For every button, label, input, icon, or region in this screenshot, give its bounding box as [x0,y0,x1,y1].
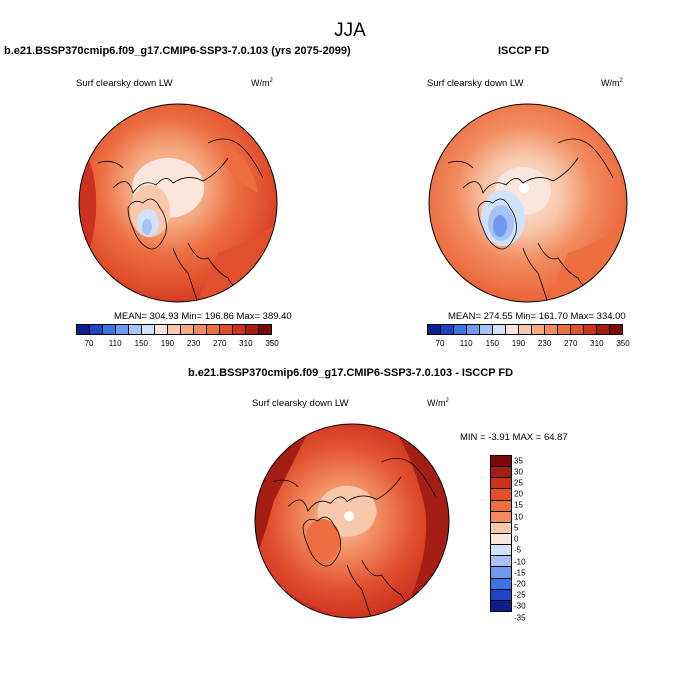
colorbar-swatch [491,545,511,557]
colorbar-tick-label: 190 [160,339,175,348]
colorbar-tick-label: -30 [514,601,526,611]
obs-units-label: W/m2 [601,78,623,88]
colorbar-swatch [454,325,467,334]
colorbar-swatch [168,325,181,334]
colorbar-tick-label: 0 [514,534,519,544]
colorbar-swatch [103,325,116,334]
colorbar-tick-label: 15 [514,500,523,510]
colorbar-swatch [597,325,610,334]
colorbar-tick-label: 310 [239,339,253,348]
colorbar-tick-label: 10 [514,512,523,522]
colorbar-swatch [610,325,622,334]
colorbar-swatch [491,467,511,479]
colorbar-swatch [558,325,571,334]
model-colorbar [76,324,272,335]
diff-stats: MIN = -3.91 MAX = 64.87 [460,432,568,443]
colorbar-swatch [428,325,441,334]
colorbar-swatch [194,325,207,334]
colorbar-swatch [491,567,511,579]
colorbar-tick-label: 110 [108,339,122,348]
colorbar-tick-label: 190 [511,339,526,348]
colorbar-tick-label: 20 [514,489,523,499]
colorbar-tick-label: -20 [514,579,526,589]
colorbar-swatch [220,325,233,334]
colorbar-swatch [491,578,511,590]
colorbar-swatch [491,500,511,512]
obs-panel-title: ISCCP FD [498,45,550,57]
model-variable-label: Surf clearsky down LW [76,78,173,89]
colorbar-swatch [491,600,511,611]
colorbar-swatch [142,325,155,334]
model-polar-map [78,103,278,303]
colorbar-swatch [506,325,519,334]
colorbar-swatch [480,325,493,334]
colorbar-swatch [491,456,511,468]
obs-stats: MEAN= 274.55 Min= 161.70 Max= 334.00 [448,311,626,322]
colorbar-tick-label: 110 [459,339,473,348]
model-stats: MEAN= 304.93 Min= 196.86 Max= 389.40 [114,311,292,322]
colorbar-tick-label: 350 [616,339,630,348]
colorbar-swatch [129,325,142,334]
colorbar-tick-label: -15 [514,568,526,578]
colorbar-swatch [491,489,511,501]
colorbar-tick-label: -35 [514,613,526,623]
colorbar-swatch [491,589,511,601]
obs-polar-map [428,103,628,303]
diff-variable-label: Surf clearsky down LW [252,398,349,409]
colorbar-tick-label: 310 [590,339,604,348]
colorbar-swatch [584,325,597,334]
colorbar-swatch [545,325,558,334]
model-units-label: W/m2 [251,78,273,88]
colorbar-tick-label: 70 [435,339,445,348]
diff-colorbar [490,455,512,612]
colorbar-tick-label: -25 [514,590,526,600]
colorbar-swatch [259,325,271,334]
colorbar-swatch [233,325,246,334]
colorbar-swatch [491,522,511,534]
colorbar-tick-label: 35 [514,456,523,466]
colorbar-swatch [491,533,511,546]
colorbar-swatch [207,325,220,334]
colorbar-swatch [519,325,532,334]
diff-polar-map [254,423,450,619]
colorbar-swatch [116,325,129,334]
colorbar-swatch [493,325,506,334]
colorbar-swatch [181,325,194,334]
colorbar-swatch [491,556,511,568]
colorbar-tick-label: 270 [213,339,227,348]
colorbar-tick-label: 30 [514,467,523,477]
obs-variable-label: Surf clearsky down LW [427,78,524,89]
colorbar-swatch [246,325,259,334]
diff-panel-title: b.e21.BSSP370cmip6.f09_g17.CMIP6-SSP3-7.… [188,367,514,379]
colorbar-swatch [77,325,90,334]
colorbar-swatch [491,478,511,490]
colorbar-swatch [467,325,480,334]
colorbar-tick-label: 5 [514,523,519,533]
colorbar-tick-label: -5 [514,545,522,555]
colorbar-tick-label: 150 [485,339,500,348]
colorbar-swatch [571,325,584,334]
diff-units-label: W/m2 [427,398,449,408]
model-panel-title: b.e21.BSSP370cmip6.f09_g17.CMIP6-SSP3-7.… [4,45,351,57]
colorbar-tick-label: 350 [265,339,279,348]
colorbar-tick-label: 150 [134,339,149,348]
colorbar-swatch [491,511,511,523]
colorbar-swatch [90,325,103,334]
colorbar-tick-label: -10 [514,557,526,567]
colorbar-tick-label: 230 [186,339,201,348]
colorbar-tick-label: 230 [537,339,552,348]
obs-colorbar [427,324,623,335]
colorbar-swatch [532,325,545,334]
colorbar-swatch [441,325,454,334]
colorbar-tick-label: 25 [514,478,523,488]
colorbar-swatch [155,325,168,334]
season-title: JJA [334,20,366,41]
colorbar-tick-label: 270 [564,339,578,348]
colorbar-tick-label: 70 [84,339,94,348]
